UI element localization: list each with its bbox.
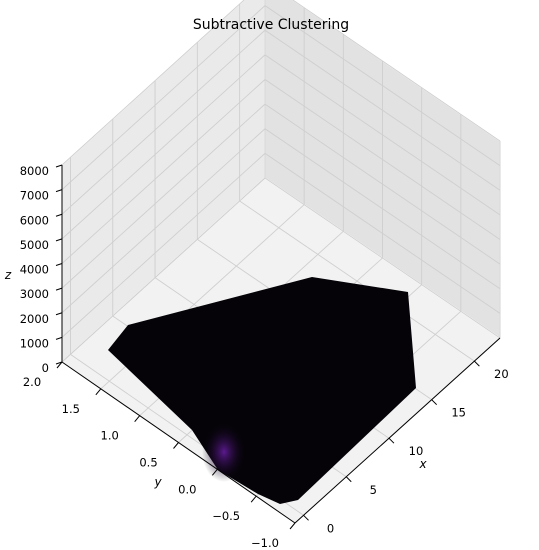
y-tick-mark	[56, 361, 63, 369]
z-tick-label: 5000	[20, 238, 49, 252]
x-tick-mark	[431, 399, 438, 406]
z-tick-label: 4000	[20, 263, 49, 277]
z-tick-label: 0	[42, 361, 49, 375]
y-tick-label: 0.5	[139, 456, 157, 470]
z-tick-label: 1000	[20, 336, 49, 350]
grid-line-z	[61, 54, 501, 240]
z-tick-mark	[55, 287, 63, 291]
x-tick-mark	[345, 476, 352, 483]
y-tick-mark	[95, 388, 102, 396]
y-tick-label: 1.0	[101, 429, 119, 443]
x-tick-label: 5	[370, 483, 377, 497]
y-tick-label: 0.0	[178, 482, 196, 496]
z-tick-label: 8000	[20, 164, 49, 178]
y-tick-label: 2.0	[23, 375, 41, 389]
z-axis-label: z	[4, 268, 12, 282]
z-tick-mark	[55, 336, 63, 340]
x-tick-label: 10	[409, 444, 424, 458]
z-tick-mark	[55, 263, 63, 266]
y-tick-label: −0.5	[212, 509, 240, 523]
x-tick-mark	[388, 437, 395, 444]
grid-line-z	[61, 103, 501, 289]
surface-plot	[108, 277, 416, 504]
z-tick-mark	[55, 164, 63, 168]
z-tick-mark	[55, 361, 63, 365]
z-tick-label: 7000	[20, 189, 49, 203]
grid-line-z	[61, 29, 501, 215]
y-tick-mark	[211, 469, 218, 476]
x-tick-label: 15	[451, 406, 466, 420]
chart-title: Subtractive Clustering	[193, 17, 349, 33]
grid-line-z	[61, 152, 501, 338]
z-tick-label: 3000	[20, 287, 49, 301]
surface-peak	[202, 422, 246, 482]
x-tick-label: 0	[327, 521, 334, 535]
grid-line-z	[61, 0, 501, 166]
z-tick-mark	[55, 189, 63, 193]
x-tick-mark	[474, 360, 480, 367]
surface-body	[108, 277, 416, 504]
y-tick-mark	[173, 442, 179, 449]
y-tick-label: 1.5	[62, 402, 80, 416]
x-tick-label: 20	[494, 367, 509, 381]
x-axis-line	[294, 337, 501, 524]
grid-line-z	[61, 5, 501, 190]
z-tick-label: 2000	[20, 312, 49, 326]
tick-labels: 05101520−1.0−0.50.00.51.01.52.0010002000…	[4, 164, 509, 550]
grid-line-z	[61, 78, 501, 264]
grid-line-z	[61, 177, 501, 363]
x-axis-label: x	[418, 457, 427, 471]
y-tick-label: −1.0	[251, 536, 279, 550]
y-tick-mark	[134, 415, 141, 422]
y-tick-mark	[289, 522, 296, 530]
z-tick-mark	[55, 238, 63, 242]
x-tick-mark	[303, 514, 309, 521]
y-axis-label: y	[153, 475, 162, 489]
grid-line-z	[61, 128, 501, 314]
axes	[55, 164, 501, 530]
z-tick-label: 6000	[20, 213, 49, 227]
z-tick-mark	[55, 312, 63, 316]
z-tick-mark	[55, 213, 63, 217]
y-tick-mark	[250, 495, 257, 503]
